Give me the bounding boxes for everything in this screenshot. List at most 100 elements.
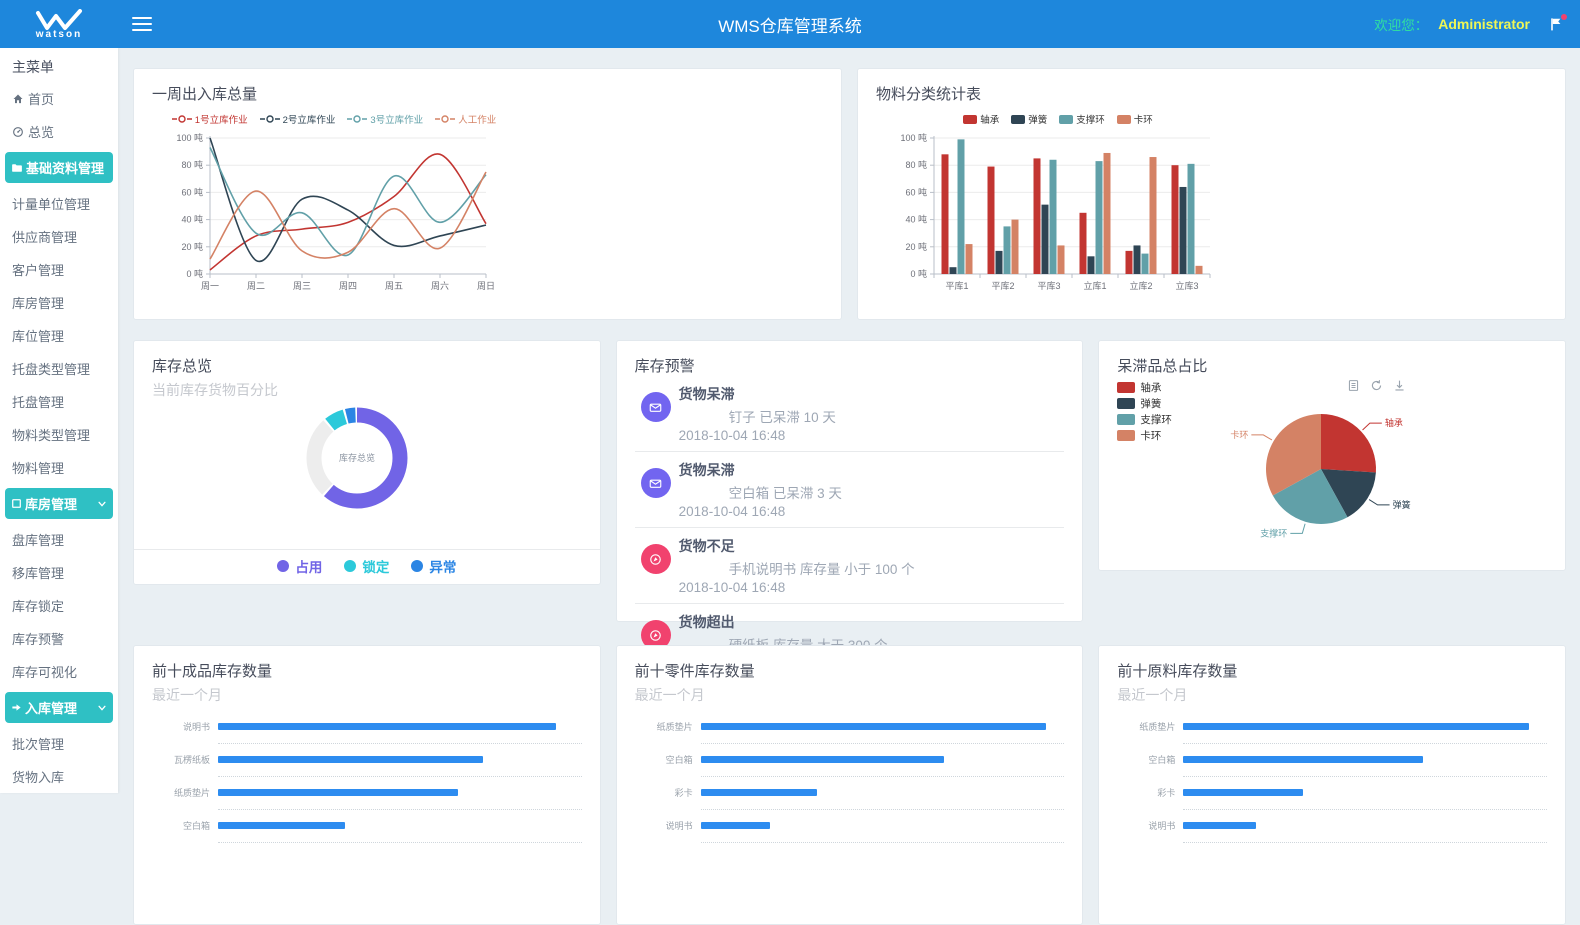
sidebar-item[interactable]: 货物入库	[0, 760, 118, 793]
hbar-bar[interactable]	[1183, 821, 1257, 829]
alert-item[interactable]: 货物呆滞 空白箱 已呆滞 3 天 2018-10-04 16:48	[634, 452, 1065, 528]
legend-item[interactable]: 异常	[411, 556, 456, 576]
sidebar-item[interactable]: 计量单位管理	[0, 187, 118, 220]
card-title: 呆滞品总占比	[1117, 358, 1208, 375]
hbar-bar[interactable]	[700, 755, 945, 763]
sidebar-item[interactable]: 盘库管理	[0, 523, 118, 556]
legend-item[interactable]: 占用	[277, 556, 322, 576]
hbar-label: 彩卡	[1157, 787, 1176, 798]
legend-item[interactable]: 卡环	[1116, 112, 1153, 126]
card-title: 一周出入库总量	[152, 86, 258, 103]
refresh-icon[interactable]	[1370, 379, 1383, 392]
inventory-donut-chart[interactable]: 库存总览	[152, 400, 582, 519]
sidebar-item[interactable]: 物料管理	[0, 451, 118, 484]
svg-text:60 吨: 60 吨	[905, 186, 927, 197]
top-finished-chart[interactable]: 说明书 瓦楞纸板 纸质垫片 空白箱	[152, 719, 582, 851]
hbar-row: 说明书	[1117, 818, 1547, 851]
top-materials-chart[interactable]: 纸质垫片空白箱彩卡说明书	[1117, 719, 1547, 851]
svg-text:周四: 周四	[339, 281, 357, 291]
hbar-bar[interactable]	[218, 722, 557, 730]
legend-item[interactable]: 人工作业	[435, 112, 496, 126]
hbar-row: 空白箱	[152, 818, 582, 851]
sidebar-item[interactable]: 托盘管理	[0, 385, 118, 418]
hbar-bar[interactable]	[218, 788, 458, 796]
legend-item[interactable]: 弹簧	[1117, 395, 1172, 411]
hbar-track	[700, 788, 1065, 796]
overview-icon	[12, 126, 24, 138]
hbar-bar[interactable]	[218, 821, 346, 829]
hbar-bar[interactable]	[1183, 722, 1529, 730]
alert-timestamp: 2018-10-04 16:48	[678, 504, 786, 519]
donut-legend: 占用 锁定 异常	[134, 549, 600, 584]
menu-toggle-button[interactable]	[132, 13, 152, 35]
legend-item[interactable]: 轴承	[1117, 379, 1172, 395]
sidebar-item[interactable]: 库房管理	[0, 286, 118, 319]
legend-item[interactable]: 轴承	[963, 112, 999, 126]
hbar-label: 纸质垫片	[1139, 721, 1176, 732]
inbound-icon	[11, 702, 22, 713]
alert-list: 货物呆滞 钉子 已呆滞 10 天 2018-10-04 16:48 货物呆滞 空白箱 已…	[634, 376, 1065, 679]
hbar-bar[interactable]	[700, 821, 770, 829]
sidebar-group-库房管理[interactable]: 库房管理	[5, 488, 113, 519]
legend-item[interactable]: 锁定	[344, 556, 389, 576]
pie-legend: 轴承 弹簧 支撑环 卡环	[1117, 379, 1172, 443]
data-view-icon[interactable]	[1347, 379, 1360, 392]
svg-text:0 吨: 0 吨	[186, 268, 203, 279]
app-title: WMS仓库管理系统	[718, 16, 862, 36]
legend-item[interactable]: 1号立库作业	[171, 112, 248, 126]
sidebar-item-label: 货物入库	[12, 770, 65, 785]
sidebar-item[interactable]: 批次管理	[0, 727, 118, 760]
mail-icon	[640, 392, 671, 422]
legend-item[interactable]: 卡环	[1117, 427, 1172, 443]
material-stats-chart[interactable]: 轴承 弹簧 支撑环 卡环 0 吨 20 吨 40 吨 60 吨 80 吨 100 吨平库1 平库2 平…	[890, 112, 1226, 303]
sidebar-item[interactable]: 库存预警	[0, 622, 118, 655]
hbar-track	[218, 755, 582, 763]
sidebar-item[interactable]: 首页	[0, 82, 118, 115]
download-icon[interactable]	[1393, 379, 1406, 392]
alert-icon	[640, 544, 671, 574]
sidebar-item[interactable]: 客户管理	[0, 253, 118, 286]
card-title: 前十零件库存数量	[634, 663, 755, 680]
hbar-row: 空白箱	[1117, 752, 1547, 785]
hbar-bar[interactable]	[1183, 788, 1304, 796]
watson-logo-icon	[36, 8, 82, 30]
hbar-row: 空白箱	[635, 752, 1065, 785]
hbar-row: 纸质垫片	[635, 719, 1065, 752]
sidebar-item[interactable]: 库存锁定	[0, 589, 118, 622]
hbar-bar[interactable]	[1183, 755, 1424, 763]
alert-item[interactable]: 货物呆滞 钉子 已呆滞 10 天 2018-10-04 16:48	[634, 376, 1065, 452]
sidebar-group-入库管理[interactable]: 入库管理	[5, 692, 113, 723]
sidebar-group-基础资料管理[interactable]: 基础资料管理	[5, 152, 113, 183]
sidebar-item[interactable]: 移库管理	[0, 556, 118, 589]
sidebar-menu: 主菜单 首页 总览 基础资料管理 计量单位管理 供应商管理 客户管理 库房管理 库位管理 托盘类型…	[0, 48, 118, 793]
notification-flag-icon[interactable]	[1548, 14, 1567, 32]
sidebar-item[interactable]: 库位管理	[0, 319, 118, 352]
svg-text:周三: 周三	[293, 281, 311, 291]
sidebar-item[interactable]: 托盘类型管理	[0, 352, 118, 385]
legend-item[interactable]: 支撑环	[1117, 411, 1172, 427]
legend-item[interactable]: 2号立库作业	[259, 112, 335, 126]
hbar-bar[interactable]	[218, 755, 484, 763]
card-subtitle: 最近一个月	[152, 687, 222, 703]
sidebar-item[interactable]: 供应商管理	[0, 220, 118, 253]
hbar-bar[interactable]	[700, 722, 1047, 730]
legend-item[interactable]: 支撑环	[1059, 112, 1105, 126]
sidebar-item[interactable]: 总览	[0, 115, 118, 148]
logo[interactable]: watson	[0, 0, 118, 48]
alert-title: 货物呆滞	[678, 386, 735, 402]
top-parts-chart[interactable]: 纸质垫片 空白箱 彩卡 说明书	[635, 719, 1065, 851]
svg-text:立库2: 立库2	[1129, 280, 1152, 291]
stagnant-pie-chart[interactable]: 轴承 弹簧 支撑环 卡环	[1109, 367, 1539, 552]
alert-timestamp: 2018-10-04 16:48	[678, 580, 786, 595]
hbar-bar[interactable]	[700, 788, 818, 796]
svg-text:支撑环: 支撑环	[1261, 527, 1288, 538]
legend-item[interactable]: 3号立库作业	[347, 112, 423, 126]
alert-item[interactable]: 货物不足 手机说明书 库存量 小于 100 个 2018-10-04 16:48	[634, 528, 1065, 604]
sidebar-item[interactable]: 库存可视化	[0, 655, 118, 688]
username[interactable]: Administrator	[1438, 16, 1530, 32]
sidebar-item-label: 总览	[28, 125, 55, 140]
weekly-io-chart[interactable]: 1号立库作业 2号立库作业 3号立库作业 人工作业 0 吨 20 吨 40 吨 60 吨 80 …	[166, 112, 502, 303]
sidebar-item[interactable]: 物料类型管理	[0, 418, 118, 451]
hbar-row: 纸质垫片	[1117, 719, 1547, 752]
legend-item[interactable]: 弹簧	[1011, 112, 1047, 126]
